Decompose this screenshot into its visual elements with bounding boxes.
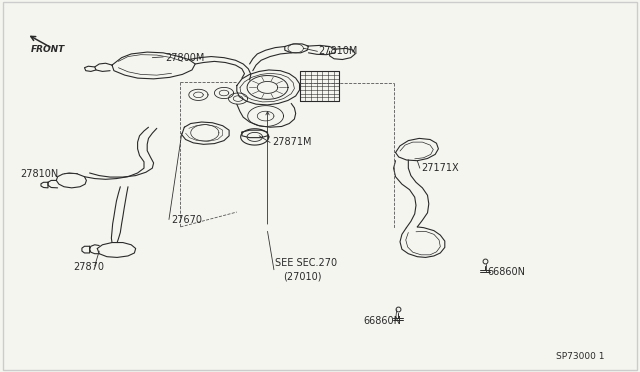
Text: 27800M: 27800M [165,53,205,62]
Text: SP73000 1: SP73000 1 [556,352,604,361]
Text: FRONT: FRONT [31,45,65,54]
Text: 66860N: 66860N [363,316,401,326]
Text: 27810N: 27810N [20,169,59,179]
Text: (27010): (27010) [284,271,322,281]
Text: SEE SEC.270: SEE SEC.270 [275,258,337,268]
Text: 66860N: 66860N [488,267,525,277]
Text: 27871M: 27871M [272,138,312,147]
Text: 27670: 27670 [172,215,202,225]
Text: 27171X: 27171X [421,163,459,173]
Text: 27810M: 27810M [319,46,358,56]
Text: 27870: 27870 [74,262,104,272]
